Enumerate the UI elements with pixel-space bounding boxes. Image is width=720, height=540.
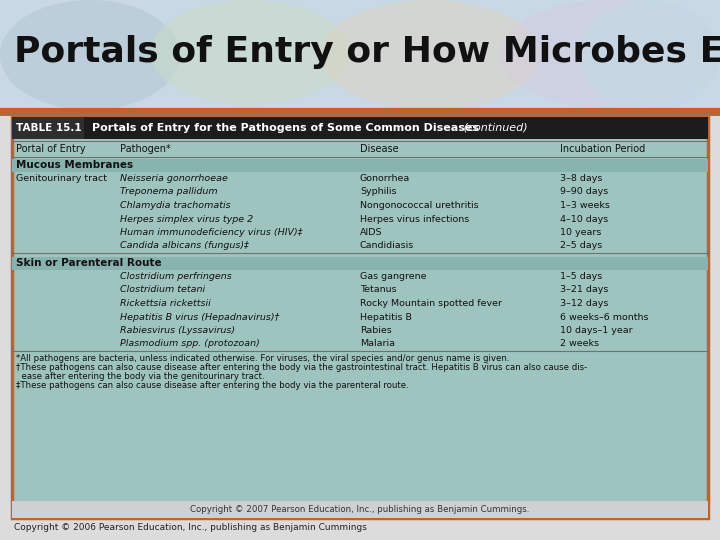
Text: Clostridium perfringens: Clostridium perfringens xyxy=(120,272,232,281)
Text: (continued): (continued) xyxy=(460,123,528,133)
Ellipse shape xyxy=(580,0,720,110)
Text: Hepatitis B virus (Hepadnavirus)†: Hepatitis B virus (Hepadnavirus)† xyxy=(120,313,279,321)
Text: Rickettsia rickettsii: Rickettsia rickettsii xyxy=(120,299,211,308)
Ellipse shape xyxy=(150,0,350,105)
Text: 4–10 days: 4–10 days xyxy=(560,214,608,224)
Bar xyxy=(12,159,708,172)
Text: 9–90 days: 9–90 days xyxy=(560,187,608,197)
Text: Rocky Mountain spotted fever: Rocky Mountain spotted fever xyxy=(360,299,502,308)
Text: Syphilis: Syphilis xyxy=(360,187,397,197)
Text: Pathogen*: Pathogen* xyxy=(120,144,171,154)
Text: 2 weeks: 2 weeks xyxy=(560,340,599,348)
Text: *All pathogens are bacteria, unless indicated otherwise. For viruses, the viral : *All pathogens are bacteria, unless indi… xyxy=(16,354,510,363)
Text: Candida albicans (fungus)‡: Candida albicans (fungus)‡ xyxy=(120,241,249,251)
Text: ease after entering the body via the genitourinary tract.: ease after entering the body via the gen… xyxy=(16,372,265,381)
Text: Hepatitis B: Hepatitis B xyxy=(360,313,412,321)
Text: Herpes virus infections: Herpes virus infections xyxy=(360,214,469,224)
Ellipse shape xyxy=(320,0,540,110)
Text: Plasmodium spp. (protozoan): Plasmodium spp. (protozoan) xyxy=(120,340,260,348)
Bar xyxy=(12,117,84,139)
Text: Human immunodeficiency virus (HIV)‡: Human immunodeficiency virus (HIV)‡ xyxy=(120,228,302,237)
Text: Neisseria gonorrhoeae: Neisseria gonorrhoeae xyxy=(120,174,228,183)
Text: 10 years: 10 years xyxy=(560,228,601,237)
Text: 1–5 days: 1–5 days xyxy=(560,272,602,281)
Ellipse shape xyxy=(0,0,180,110)
Bar xyxy=(12,117,708,139)
Text: Rabiesvirus (Lyssavirus): Rabiesvirus (Lyssavirus) xyxy=(120,326,235,335)
Ellipse shape xyxy=(500,0,720,108)
Text: Genitourinary tract: Genitourinary tract xyxy=(16,174,107,183)
Text: AIDS: AIDS xyxy=(360,228,382,237)
Text: Portal of Entry: Portal of Entry xyxy=(16,144,86,154)
Text: 6 weeks–6 months: 6 weeks–6 months xyxy=(560,313,649,321)
Text: Incubation Period: Incubation Period xyxy=(560,144,645,154)
Text: Treponema pallidum: Treponema pallidum xyxy=(120,187,217,197)
Text: Clostridium tetani: Clostridium tetani xyxy=(120,286,205,294)
Text: Disease: Disease xyxy=(360,144,399,154)
Bar xyxy=(12,501,708,518)
Text: Copyright © 2007 Pearson Education, Inc., publishing as Benjamin Cummings.: Copyright © 2007 Pearson Education, Inc.… xyxy=(190,505,530,514)
Text: 2–5 days: 2–5 days xyxy=(560,241,602,251)
Text: 10 days–1 year: 10 days–1 year xyxy=(560,326,633,335)
Text: Gonorrhea: Gonorrhea xyxy=(360,174,410,183)
Bar xyxy=(12,257,708,270)
Text: 3–21 days: 3–21 days xyxy=(560,286,608,294)
Text: Gas gangrene: Gas gangrene xyxy=(360,272,426,281)
Text: Copyright © 2006 Pearson Education, Inc., publishing as Benjamin Cummings: Copyright © 2006 Pearson Education, Inc.… xyxy=(14,523,367,532)
Text: Chlamydia trachomatis: Chlamydia trachomatis xyxy=(120,201,230,210)
Text: Portals of Entry or How Microbes Enter a Host: Portals of Entry or How Microbes Enter a… xyxy=(14,35,720,69)
Text: Tetanus: Tetanus xyxy=(360,286,397,294)
Text: Rabies: Rabies xyxy=(360,326,392,335)
Text: TABLE 15.1: TABLE 15.1 xyxy=(16,123,81,133)
Text: Herpes simplex virus type 2: Herpes simplex virus type 2 xyxy=(120,214,253,224)
Text: Mucous Membranes: Mucous Membranes xyxy=(16,160,133,171)
Text: †These pathogens can also cause disease after entering the body via the gastroin: †These pathogens can also cause disease … xyxy=(16,363,588,372)
Text: Candidiasis: Candidiasis xyxy=(360,241,414,251)
Text: Portals of Entry for the Pathogens of Some Common Diseases: Portals of Entry for the Pathogens of So… xyxy=(92,123,479,133)
Text: 3–8 days: 3–8 days xyxy=(560,174,603,183)
Text: Nongonococcal urethritis: Nongonococcal urethritis xyxy=(360,201,479,210)
Text: 3–12 days: 3–12 days xyxy=(560,299,608,308)
Text: Skin or Parenteral Route: Skin or Parenteral Route xyxy=(16,259,161,268)
Text: 1–3 weeks: 1–3 weeks xyxy=(560,201,610,210)
Text: Malaria: Malaria xyxy=(360,340,395,348)
Bar xyxy=(12,117,708,518)
Bar xyxy=(0,0,720,110)
Text: ‡These pathogens can also cause disease after entering the body via the parenter: ‡These pathogens can also cause disease … xyxy=(16,381,409,390)
